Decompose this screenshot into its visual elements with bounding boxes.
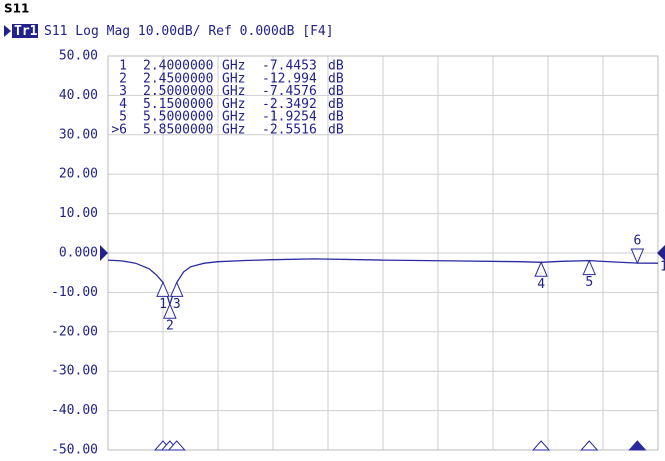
marker-triangle bbox=[156, 281, 170, 297]
marker-table-freq: 2.4000000 bbox=[143, 59, 213, 74]
y-tick-label: -50.00 bbox=[51, 443, 98, 458]
marker-label: 5 bbox=[585, 275, 593, 290]
marker-table-name: 5 bbox=[119, 110, 127, 125]
y-tick-label: 10.00 bbox=[59, 206, 98, 221]
marker-label: 3 bbox=[173, 297, 181, 312]
active-trace-arrow bbox=[4, 25, 11, 37]
marker-table-name: >6 bbox=[111, 123, 127, 138]
y-tick-label: 40.00 bbox=[59, 88, 98, 103]
ref-arrow-left bbox=[100, 245, 108, 261]
marker-label: 6 bbox=[633, 234, 641, 249]
stimulus-marker bbox=[628, 440, 647, 451]
marker-table-value: -7.4453 bbox=[262, 59, 317, 74]
marker-table-value: -2.5516 bbox=[262, 123, 317, 138]
marker-table-value: -12.994 bbox=[262, 71, 317, 86]
stimulus-marker bbox=[580, 440, 599, 451]
marker-table-name: 3 bbox=[119, 84, 127, 99]
marker-table-freq: 2.5000000 bbox=[143, 84, 213, 99]
trace-settings: S11 Log Mag 10.00dB/ Ref 0.000dB [F4] bbox=[44, 24, 334, 39]
marker-triangle bbox=[630, 248, 645, 265]
marker-table-value: -1.9254 bbox=[262, 110, 317, 125]
marker-table-freq: 5.5000000 bbox=[143, 110, 213, 125]
marker-table-freq: 2.4500000 bbox=[143, 71, 213, 86]
marker-table-unit: dB bbox=[328, 110, 344, 125]
marker-triangle bbox=[169, 281, 184, 297]
channel-title: S11 bbox=[4, 2, 29, 16]
marker-table-unit: GHz bbox=[222, 97, 245, 112]
marker-table-unit: GHz bbox=[222, 123, 245, 138]
y-tick-label: 50.00 bbox=[59, 49, 98, 64]
marker-table-unit: GHz bbox=[222, 84, 245, 99]
marker-table-value: -7.4576 bbox=[262, 84, 317, 99]
ref-arrow-right bbox=[657, 245, 665, 261]
marker-label: 1 bbox=[159, 297, 167, 312]
marker-label: 4 bbox=[537, 277, 545, 292]
marker-table-unit: GHz bbox=[222, 59, 245, 74]
y-tick-label: -30.00 bbox=[51, 364, 98, 379]
marker-table-name: 1 bbox=[119, 59, 127, 74]
trace-name: Tr1 bbox=[14, 24, 38, 39]
marker-table-unit: dB bbox=[328, 84, 344, 99]
marker-table-value: -2.3492 bbox=[262, 97, 317, 112]
marker-table-unit: GHz bbox=[222, 71, 245, 86]
y-tick-label: 30.00 bbox=[59, 127, 98, 142]
marker-table-unit: GHz bbox=[222, 110, 245, 125]
marker-table-freq: 5.8500000 bbox=[143, 123, 213, 138]
ref-label: 1 bbox=[660, 260, 665, 275]
y-tick-label: 0.000 bbox=[59, 246, 98, 261]
marker-table-unit: dB bbox=[328, 59, 344, 74]
marker-table-freq: 5.1500000 bbox=[143, 97, 213, 112]
stimulus-marker bbox=[167, 440, 186, 451]
marker-triangle bbox=[582, 259, 597, 276]
marker-table-name: 4 bbox=[119, 97, 127, 112]
trace-badge bbox=[12, 24, 38, 38]
trace-line bbox=[107, 258, 659, 307]
y-tick-label: -20.00 bbox=[51, 324, 98, 339]
marker-table-name: 2 bbox=[119, 71, 127, 86]
marker-triangle bbox=[163, 302, 177, 319]
stimulus-marker bbox=[532, 440, 551, 451]
y-tick-label: -40.00 bbox=[51, 403, 98, 418]
marker-table-unit: dB bbox=[328, 97, 344, 112]
marker-table-unit: dB bbox=[328, 123, 344, 138]
marker-label: 2 bbox=[166, 319, 174, 334]
y-tick-label: -10.00 bbox=[51, 285, 98, 300]
marker-triangle bbox=[534, 260, 548, 277]
y-tick-label: 20.00 bbox=[59, 167, 98, 182]
marker-table-unit: dB bbox=[328, 71, 344, 86]
